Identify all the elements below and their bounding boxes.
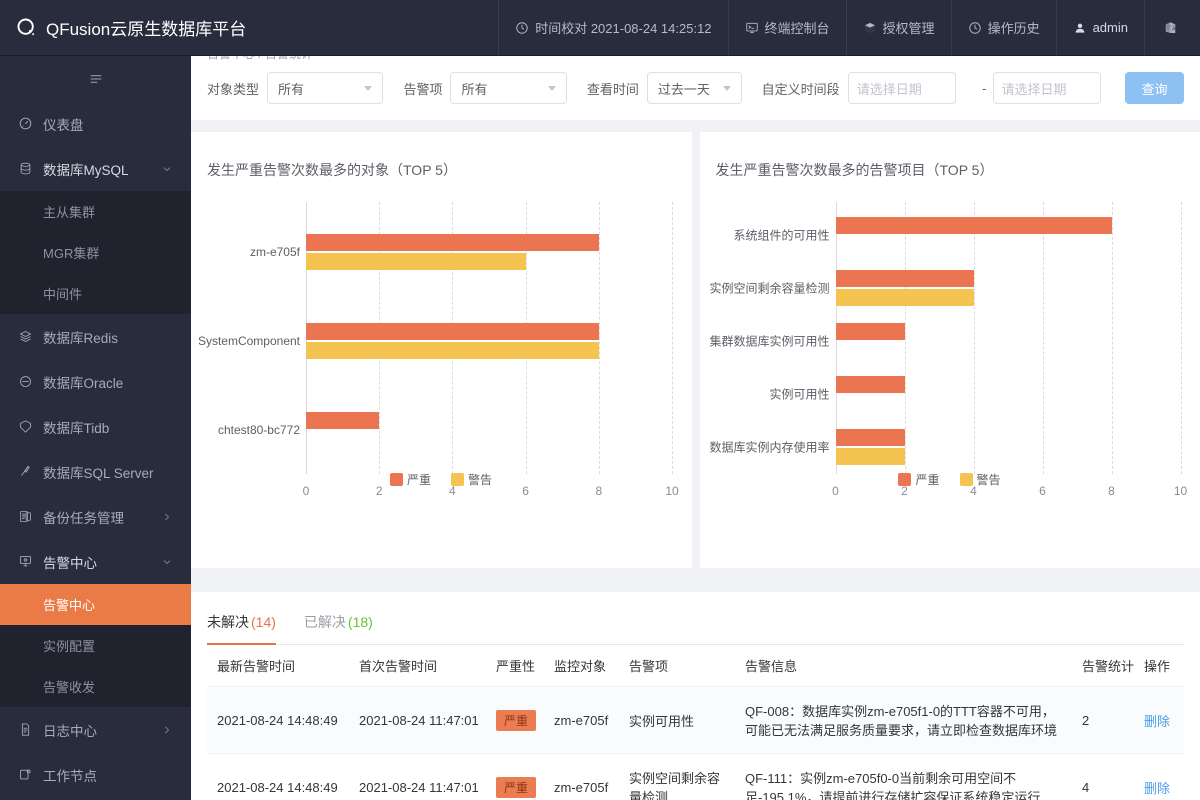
svg-text:A: A bbox=[1172, 27, 1176, 33]
